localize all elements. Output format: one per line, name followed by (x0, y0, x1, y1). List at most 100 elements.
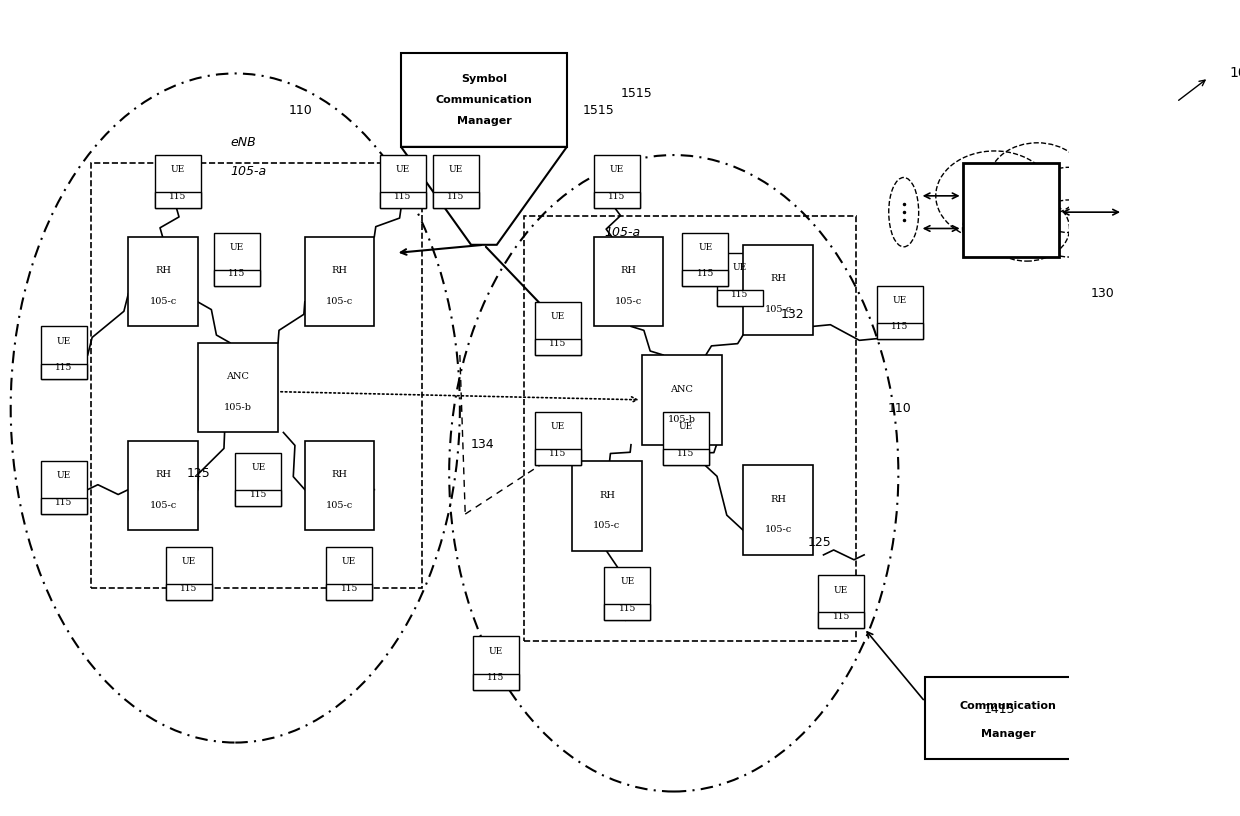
Text: 105-a: 105-a (604, 226, 640, 239)
Text: 110: 110 (888, 401, 911, 415)
FancyBboxPatch shape (166, 584, 212, 600)
Text: 100: 100 (1230, 66, 1240, 81)
Text: 115: 115 (730, 290, 748, 299)
Text: 105-c: 105-c (326, 501, 353, 510)
FancyBboxPatch shape (604, 567, 650, 620)
Text: UE: UE (609, 166, 624, 175)
Text: Manager: Manager (456, 116, 511, 126)
Text: Symbol: Symbol (461, 74, 507, 84)
FancyBboxPatch shape (534, 302, 580, 355)
FancyBboxPatch shape (682, 233, 728, 286)
FancyBboxPatch shape (877, 323, 923, 339)
FancyBboxPatch shape (743, 465, 812, 555)
Text: 110: 110 (289, 104, 312, 117)
Text: RH: RH (155, 266, 171, 275)
FancyBboxPatch shape (925, 677, 1091, 759)
FancyBboxPatch shape (236, 490, 281, 506)
Text: UE: UE (229, 243, 244, 252)
Text: 125: 125 (187, 467, 211, 480)
Text: RH: RH (155, 470, 171, 479)
Text: Manager: Manager (981, 730, 1035, 739)
Text: UE: UE (396, 166, 409, 175)
FancyBboxPatch shape (198, 343, 278, 432)
Text: 115: 115 (549, 339, 567, 348)
Text: 105-c: 105-c (150, 501, 177, 510)
Text: 115: 115 (228, 269, 246, 278)
FancyBboxPatch shape (213, 269, 260, 286)
FancyBboxPatch shape (663, 449, 709, 465)
Text: 115: 115 (697, 269, 714, 278)
Text: UE: UE (698, 243, 713, 252)
Text: UE: UE (449, 166, 464, 175)
Text: 1415: 1415 (983, 703, 1016, 716)
Text: 115: 115 (55, 363, 72, 372)
Text: UE: UE (551, 313, 565, 322)
FancyBboxPatch shape (962, 163, 1059, 257)
FancyBboxPatch shape (743, 245, 812, 335)
Text: 115: 115 (180, 583, 197, 592)
FancyBboxPatch shape (155, 193, 201, 208)
Text: 115: 115 (832, 612, 849, 621)
Text: RH: RH (770, 274, 786, 283)
FancyBboxPatch shape (41, 498, 87, 514)
Text: UE: UE (680, 423, 693, 432)
Text: RH: RH (331, 470, 347, 479)
Text: eNB: eNB (229, 136, 255, 149)
Text: RH: RH (620, 266, 636, 275)
Text: UE: UE (171, 166, 185, 175)
Text: UE: UE (893, 296, 908, 305)
FancyBboxPatch shape (41, 326, 87, 379)
Text: RH: RH (770, 494, 786, 503)
FancyBboxPatch shape (128, 441, 198, 530)
Text: 115: 115 (677, 449, 694, 458)
Text: 134: 134 (470, 438, 495, 451)
FancyBboxPatch shape (213, 233, 260, 286)
FancyBboxPatch shape (379, 155, 425, 208)
FancyBboxPatch shape (594, 155, 640, 208)
Text: 115: 115 (55, 498, 72, 507)
FancyBboxPatch shape (717, 290, 763, 306)
Text: ANC: ANC (227, 372, 249, 381)
Text: 105-a: 105-a (229, 165, 267, 178)
FancyBboxPatch shape (305, 441, 374, 530)
Text: 125: 125 (807, 536, 831, 549)
Text: UE: UE (181, 557, 196, 566)
Text: 115: 115 (170, 192, 187, 201)
Text: RH: RH (331, 266, 347, 275)
Text: eNB: eNB (604, 197, 630, 211)
FancyBboxPatch shape (401, 53, 567, 147)
FancyBboxPatch shape (534, 412, 580, 465)
Text: 1515: 1515 (620, 87, 652, 100)
Text: UE: UE (733, 264, 746, 273)
Text: 115: 115 (487, 673, 505, 682)
FancyBboxPatch shape (236, 453, 281, 506)
FancyBboxPatch shape (604, 604, 650, 620)
FancyBboxPatch shape (433, 193, 479, 208)
Text: 105-c: 105-c (326, 297, 353, 306)
Text: 105-c: 105-c (593, 521, 620, 530)
Text: UE: UE (489, 647, 503, 656)
Text: 105-c: 105-c (764, 305, 791, 314)
Text: 105-b: 105-b (224, 403, 252, 412)
FancyBboxPatch shape (594, 237, 663, 326)
Text: UE: UE (342, 557, 356, 566)
FancyBboxPatch shape (472, 636, 518, 690)
FancyBboxPatch shape (326, 547, 372, 600)
Text: 115: 115 (608, 192, 625, 201)
Text: 132: 132 (781, 308, 805, 321)
Text: UE: UE (57, 337, 71, 346)
Text: UE: UE (835, 586, 848, 595)
FancyBboxPatch shape (534, 339, 580, 355)
Text: Communication: Communication (435, 95, 532, 105)
Text: 115: 115 (341, 583, 358, 592)
Text: RH: RH (599, 490, 615, 499)
FancyBboxPatch shape (682, 269, 728, 286)
FancyBboxPatch shape (155, 155, 201, 208)
Text: 105-c: 105-c (150, 297, 177, 306)
Text: 105-b: 105-b (668, 415, 696, 424)
Text: 105-c: 105-c (764, 526, 791, 534)
Text: 105-c: 105-c (615, 297, 642, 306)
Text: 115: 115 (549, 449, 567, 458)
FancyBboxPatch shape (128, 237, 198, 326)
FancyBboxPatch shape (818, 575, 864, 628)
